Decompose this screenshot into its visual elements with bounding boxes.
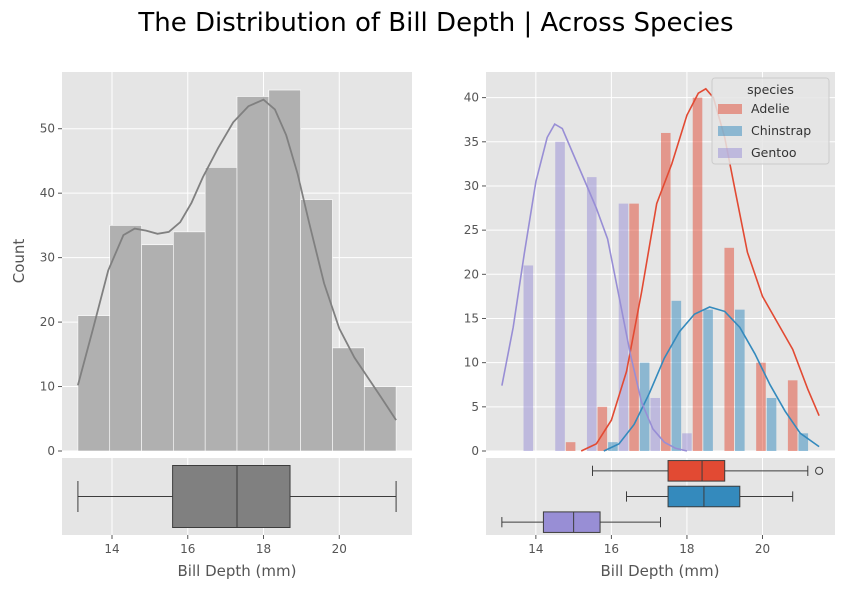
histogram-bar [109,225,142,452]
histogram-bar [141,244,174,452]
histogram-bar-adelie [787,380,798,451]
overall-box-xtick-label: 18 [256,542,271,556]
overall-box [172,465,291,528]
kde-curve-adelie [580,87,820,452]
x-axis-label-left: Bill Depth (mm) [178,562,297,580]
overall-hist-ytick-label: 10 [40,380,55,394]
overall-boxplot-panel: 14 16 18 20 [62,458,412,556]
histogram-bar-gentoo [586,177,597,451]
legend-label-gentoo: Gentoo [751,145,797,160]
histogram-bar-chinstrap [671,300,682,451]
species-box-xtick-label: 18 [679,542,694,556]
histogram-bar-gentoo [555,141,565,451]
histogram-bar-adelie [692,97,703,451]
histogram-bar [236,96,270,452]
species-hist-ytick-label: 5 [471,400,479,414]
y-axis-label: Count [10,239,28,284]
histogram-bar [173,231,206,452]
species-hist-ytick-label: 20 [464,267,479,281]
overall-box-xtick-label: 14 [104,542,119,556]
species-hist-ytick-label: 10 [464,356,479,370]
legend-label-chinstrap: Chinstrap [751,123,811,138]
histogram-bar-adelie [597,406,608,451]
histogram-bar-gentoo [650,397,660,451]
histogram-bar [204,167,238,452]
figure-title: The Distribution of Bill Depth | Across … [137,8,733,38]
legend-swatch-gentoo [718,148,742,158]
histogram-bar-adelie [565,442,576,451]
overall-histogram-panel: 0 10 20 30 40 50 [40,72,412,458]
histogram-bar-adelie [724,247,735,451]
overall-hist-ytick-label: 50 [40,122,55,136]
legend-frame [711,77,830,165]
overall-hist-ytick-label: 0 [47,444,55,458]
histogram-bar [300,199,333,452]
kde-curve [77,98,397,421]
overall-hist-ytick-label: 30 [40,251,55,265]
histogram-bar [268,89,301,452]
histogram-bar-chinstrap [703,309,713,451]
legend: species Adelie Chinstrap Gentoo [711,77,830,165]
x-axis-label-right: Bill Depth (mm) [601,562,720,580]
histogram-bar [332,347,365,452]
histogram-bar-gentoo [682,433,692,451]
box-gentoo-box [542,511,601,533]
overall-hist-ytick-label: 20 [40,315,55,329]
histogram-bar-chinstrap [639,362,650,451]
histogram-bar-chinstrap [735,309,745,451]
species-hist-ytick-label: 15 [464,311,479,325]
histogram-bar-adelie [756,362,766,451]
species-hist-ytick-label: 30 [464,179,479,193]
legend-swatch-chinstrap [718,126,742,136]
histogram-bar-chinstrap [766,397,777,451]
species-box-xtick-label: 20 [755,542,770,556]
histogram-bar-adelie [629,203,639,451]
histogram-bar-chinstrap [798,433,809,451]
species-hist-ytick-label: 0 [471,444,479,458]
species-histogram-panel: 0 5 10 15 20 25 30 35 40 [464,72,835,458]
species-hist-ytick-label: 40 [464,91,479,105]
overall-hist-ytick-label: 40 [40,186,55,200]
histogram-bar [77,315,111,452]
species-box-xtick-label: 16 [604,542,619,556]
kde-curve-chinstrap [603,306,820,452]
species-hist-ytick-label: 25 [464,223,479,237]
overall-box-xtick-label: 20 [332,542,347,556]
species-box-xtick-label: 14 [528,542,543,556]
legend-label-adelie: Adelie [751,101,790,116]
box-adelie-outlier [815,466,824,475]
box-adelie-box [667,460,726,482]
legend-swatch-adelie [718,104,742,114]
overall-box-xtick-label: 16 [180,542,195,556]
species-hist-ytick-label: 35 [464,135,479,149]
kde-curve-gentoo [501,123,688,452]
species-boxplot-panel: 14 16 18 20 [486,458,835,556]
histogram-bar-gentoo [523,265,534,451]
histogram-bar-gentoo [618,203,629,451]
histogram-bar-adelie [661,132,671,451]
legend-title: species [747,82,794,97]
